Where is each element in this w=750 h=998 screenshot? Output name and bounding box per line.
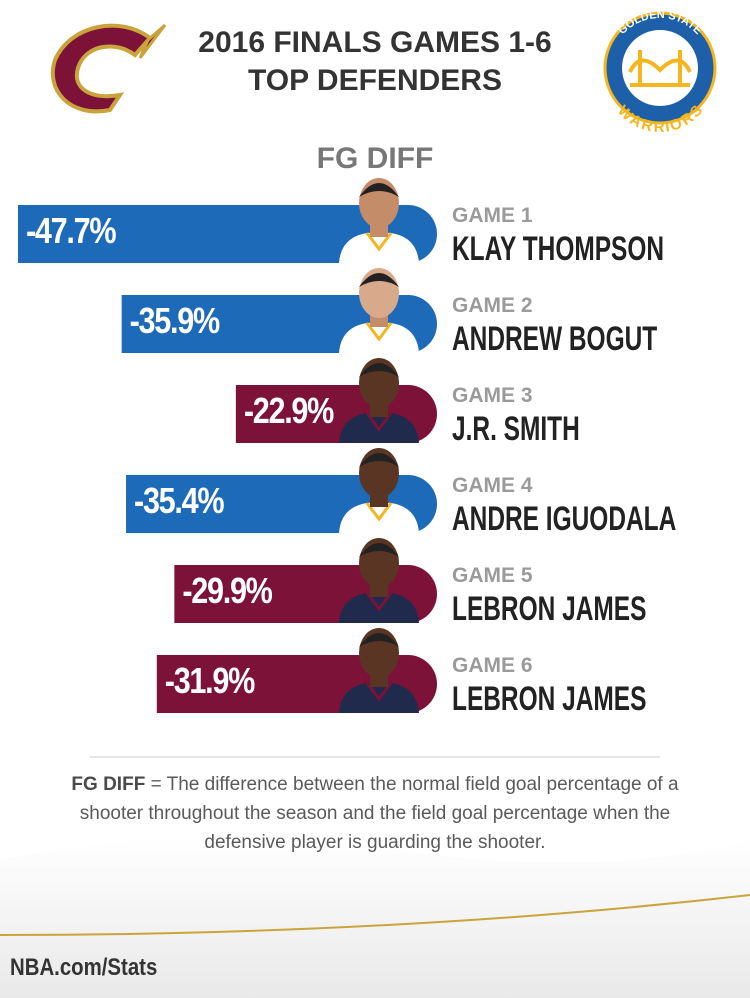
player-photo <box>339 628 419 713</box>
footnote-definition: = The difference between the normal fiel… <box>79 774 679 853</box>
warriors-logo: GOLDEN STATE WARRIORS <box>603 9 717 136</box>
footnote: FG DIFF = The difference between the nor… <box>55 770 695 857</box>
jersey-trim <box>365 322 393 342</box>
jersey-trim <box>365 502 393 522</box>
player-photo <box>339 178 419 263</box>
category-label: GAME 2 <box>452 294 533 317</box>
cavaliers-logo <box>50 23 167 114</box>
player-name: LEBRON JAMES <box>452 680 646 718</box>
value-label: -35.9% <box>130 302 220 342</box>
background-wave <box>0 837 750 998</box>
value-label: -47.7% <box>26 212 116 252</box>
subtitle: TOP DEFENDERS <box>248 64 502 97</box>
source: NBA.com/Stats <box>10 953 157 980</box>
player-name: KLAY THOMPSON <box>452 230 664 268</box>
player-photo <box>339 448 419 533</box>
hair <box>359 633 399 647</box>
gold-curve <box>0 894 750 936</box>
value-label: -35.4% <box>134 482 224 522</box>
hair <box>359 273 399 287</box>
chart-title: FG DIFF <box>317 142 434 175</box>
jersey-trim <box>365 592 393 612</box>
player-name: ANDRE IGUODALA <box>452 500 676 538</box>
category-label: GAME 6 <box>452 654 533 677</box>
player-name: LEBRON JAMES <box>452 590 646 628</box>
category-label: GAME 5 <box>452 564 533 587</box>
category-label: GAME 4 <box>452 474 533 497</box>
hair <box>359 453 399 467</box>
player-photo <box>339 538 419 623</box>
player-photo <box>339 358 419 443</box>
player-photo <box>339 268 419 353</box>
category-label: GAME 3 <box>452 384 533 407</box>
jersey-trim <box>365 412 393 432</box>
hair <box>359 183 399 197</box>
bar <box>18 205 437 263</box>
value-label: -31.9% <box>165 662 255 702</box>
player-name: ANDREW BOGUT <box>452 320 657 358</box>
jersey-trim <box>365 232 393 252</box>
player-name: J.R. SMITH <box>452 410 580 448</box>
value-label: -29.9% <box>182 572 272 612</box>
footnote-term: FG DIFF <box>71 774 146 795</box>
hair <box>359 363 399 377</box>
value-label: -22.9% <box>244 392 334 432</box>
title: 2016 FINALS GAMES 1-6 <box>198 26 551 59</box>
category-label: GAME 1 <box>452 204 533 227</box>
hair <box>359 543 399 557</box>
jersey-trim <box>365 682 393 702</box>
